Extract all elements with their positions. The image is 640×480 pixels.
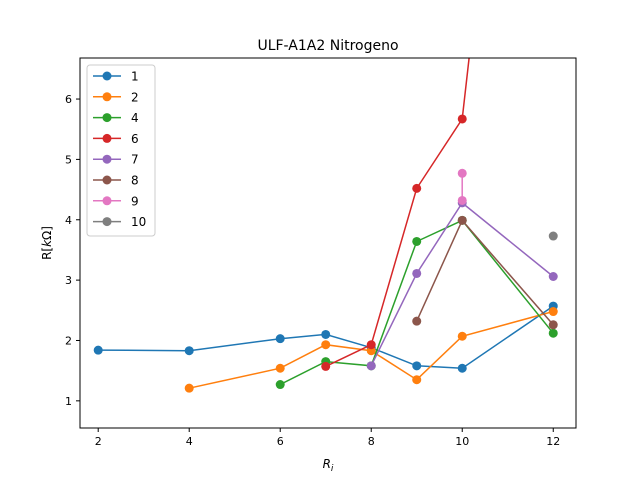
y-axis-label-suffix: Ω]: [40, 226, 54, 240]
series-9: [457, 168, 467, 205]
legend-marker: [102, 133, 112, 143]
series-6: [321, 58, 470, 371]
data-point: [548, 320, 558, 330]
data-point: [275, 334, 285, 344]
data-point: [412, 183, 422, 193]
legend-label: 10: [131, 215, 146, 229]
x-axis: 2 4 6 8 10 12: [95, 428, 560, 448]
legend-marker: [102, 196, 112, 206]
data-point: [548, 328, 558, 338]
data-point: [321, 340, 331, 350]
data-point: [275, 380, 285, 390]
data-point: [548, 271, 558, 281]
legend-label: 7: [131, 153, 139, 167]
legend-marker: [102, 92, 112, 102]
data-point: [548, 231, 558, 241]
data-point: [412, 268, 422, 278]
y-tick-label: 1: [65, 395, 72, 408]
data-point: [457, 363, 467, 373]
x-tick-label: 6: [277, 435, 284, 448]
y-tick-label: 4: [65, 214, 72, 227]
legend-label: 8: [131, 174, 139, 188]
x-tick-label: 12: [546, 435, 560, 448]
x-axis-label: Ri: [323, 457, 334, 474]
series-2: [184, 307, 558, 393]
data-point: [184, 346, 194, 356]
legend-label: 1: [131, 70, 139, 84]
x-tick-label: 4: [186, 435, 193, 448]
data-point: [457, 331, 467, 341]
data-point: [184, 383, 194, 393]
y-axis-label-prefix: R[: [40, 247, 54, 260]
legend-marker: [102, 154, 112, 164]
legend-box: [86, 64, 156, 237]
y-axis-label-var: k: [40, 239, 54, 247]
legend: 1 2 4 6 7 8 9 10: [86, 64, 156, 237]
data-point: [457, 114, 467, 124]
data-point: [412, 316, 422, 326]
series-line: [98, 305, 554, 369]
x-tick-label: 10: [455, 435, 469, 448]
chart-title: ULF-A1A2 Nitrogeno: [257, 38, 398, 54]
x-axis-label-main: R: [323, 457, 331, 471]
data-point: [275, 363, 285, 373]
y-axis: 1 2 3 4 5 6: [65, 93, 80, 408]
data-point: [412, 375, 422, 385]
series-line: [370, 201, 554, 367]
y-tick-label: 5: [65, 153, 72, 166]
plot-frame: [79, 57, 577, 429]
series-layer: [93, 58, 558, 393]
data-point: [457, 195, 467, 205]
data-point: [457, 168, 467, 178]
data-point: [412, 361, 422, 371]
legend-label: 2: [131, 90, 139, 104]
data-point: [366, 340, 376, 350]
x-axis-label-subscript: i: [331, 464, 334, 474]
data-point: [457, 215, 467, 225]
legend-marker: [102, 113, 112, 123]
y-tick-label: 3: [65, 274, 72, 287]
legend-label: 9: [131, 194, 139, 208]
data-point: [321, 329, 331, 339]
series-8: [412, 215, 558, 330]
x-tick-label: 2: [95, 435, 102, 448]
legend-label: 4: [131, 111, 139, 125]
y-tick-label: 2: [65, 334, 72, 347]
data-point: [321, 361, 331, 371]
legend-label: 6: [131, 132, 139, 146]
data-point: [366, 361, 376, 371]
data-point: [93, 345, 103, 355]
y-tick-label: 6: [65, 93, 72, 106]
series-10: [548, 231, 558, 241]
y-axis-label: R[kΩ]: [40, 226, 54, 260]
x-tick-label: 8: [368, 435, 375, 448]
data-point: [548, 307, 558, 317]
data-point: [412, 236, 422, 246]
legend-marker: [102, 175, 112, 185]
legend-marker: [102, 217, 112, 227]
legend-marker: [102, 71, 112, 81]
series-line: [279, 219, 554, 386]
